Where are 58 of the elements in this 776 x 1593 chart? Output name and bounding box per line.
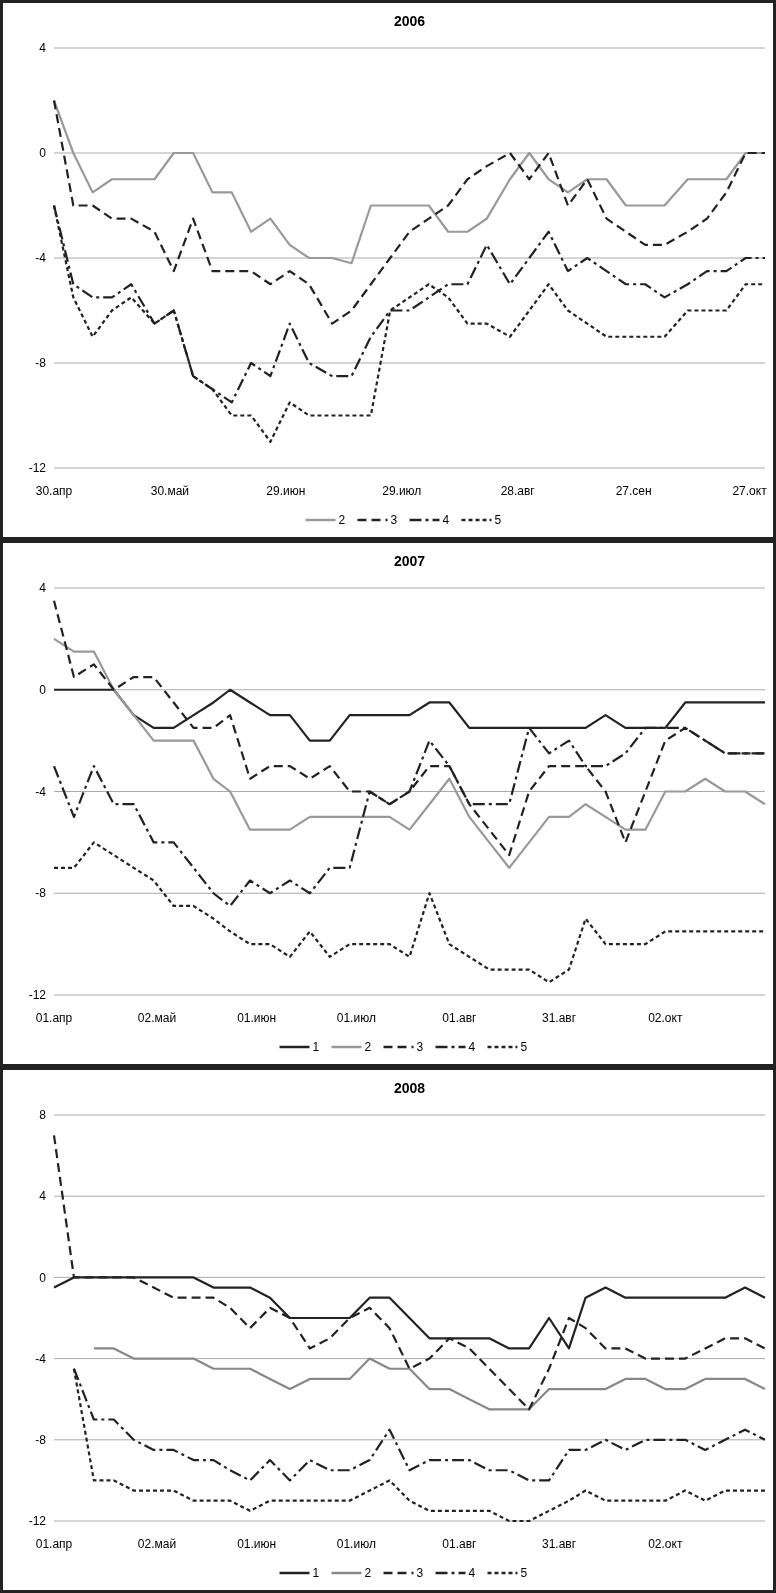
x-tick-label: 01.июл	[336, 1011, 376, 1025]
legend-label: 3	[416, 1566, 424, 1581]
legend-label: 2	[338, 513, 346, 528]
y-tick-label: 0	[39, 146, 47, 161]
y-tick-label: 4	[39, 1189, 47, 1204]
y-tick-label: -8	[35, 886, 47, 901]
line-series	[52, 99, 767, 325]
x-tick-label: 31.авг	[541, 1537, 577, 1551]
line-series	[52, 1134, 767, 1411]
legend-label: 5	[520, 1040, 528, 1055]
y-tick-label: -4	[35, 1351, 47, 1366]
x-tick-label: 02.май	[137, 1011, 177, 1025]
legend-label: 2	[364, 1040, 372, 1055]
x-tick-label: 01.июн	[237, 1537, 277, 1551]
legend-label: 5	[494, 513, 502, 528]
line-series	[52, 637, 767, 869]
x-tick-label: 02.окт	[648, 1537, 683, 1551]
x-tick-label: 02.май	[137, 1537, 177, 1551]
legend-label: 4	[468, 1566, 476, 1581]
x-tick-label: 29.июл	[382, 484, 422, 498]
y-tick-label: -12	[28, 461, 47, 476]
x-tick-label: 31.авг	[541, 1011, 577, 1025]
y-tick-label: -4	[35, 251, 47, 266]
x-tick-label: 01.апр	[35, 1011, 73, 1025]
legend-label: 3	[416, 1040, 424, 1055]
x-tick-label: 01.июн	[237, 1011, 277, 1025]
chart-title: 2006	[393, 13, 426, 29]
x-tick-label: 30.апр	[35, 484, 73, 498]
x-tick-label: 01.июл	[336, 1537, 376, 1551]
legend-label: 5	[520, 1566, 528, 1581]
line-series	[92, 1347, 767, 1411]
chart-title: 2008	[393, 1080, 426, 1096]
chart-title: 2007	[393, 553, 426, 569]
x-tick-label: 29.июн	[266, 484, 306, 498]
y-tick-label: -8	[35, 356, 47, 371]
y-tick-label: 4	[39, 41, 47, 56]
x-tick-label: 01.авг	[442, 1537, 478, 1551]
x-tick-label: 01.апр	[35, 1537, 73, 1551]
legend-label: 1	[312, 1040, 320, 1055]
y-tick-label: 4	[39, 581, 47, 596]
x-tick-label: 28.авг	[500, 484, 536, 498]
legend-label: 2	[364, 1566, 372, 1581]
legend-label: 4	[468, 1040, 476, 1055]
y-tick-label: -12	[28, 1514, 47, 1529]
x-tick-label: 01.авг	[442, 1011, 478, 1025]
x-tick-label: 27.сен	[615, 484, 652, 498]
y-tick-label: -4	[35, 784, 47, 799]
legend-label: 1	[312, 1566, 320, 1581]
y-tick-label: 0	[39, 682, 47, 697]
x-tick-label: 27.окт	[732, 484, 768, 498]
x-tick-label: 30.май	[150, 484, 190, 498]
y-tick-label: -8	[35, 1433, 47, 1447]
y-tick-label: -12	[28, 988, 47, 1003]
y-tick-label: 8	[39, 1108, 47, 1123]
legend-label: 3	[390, 513, 398, 528]
x-tick-label: 02.окт	[648, 1011, 683, 1025]
legend-label: 4	[442, 513, 450, 528]
y-tick-label: 0	[39, 1270, 47, 1285]
